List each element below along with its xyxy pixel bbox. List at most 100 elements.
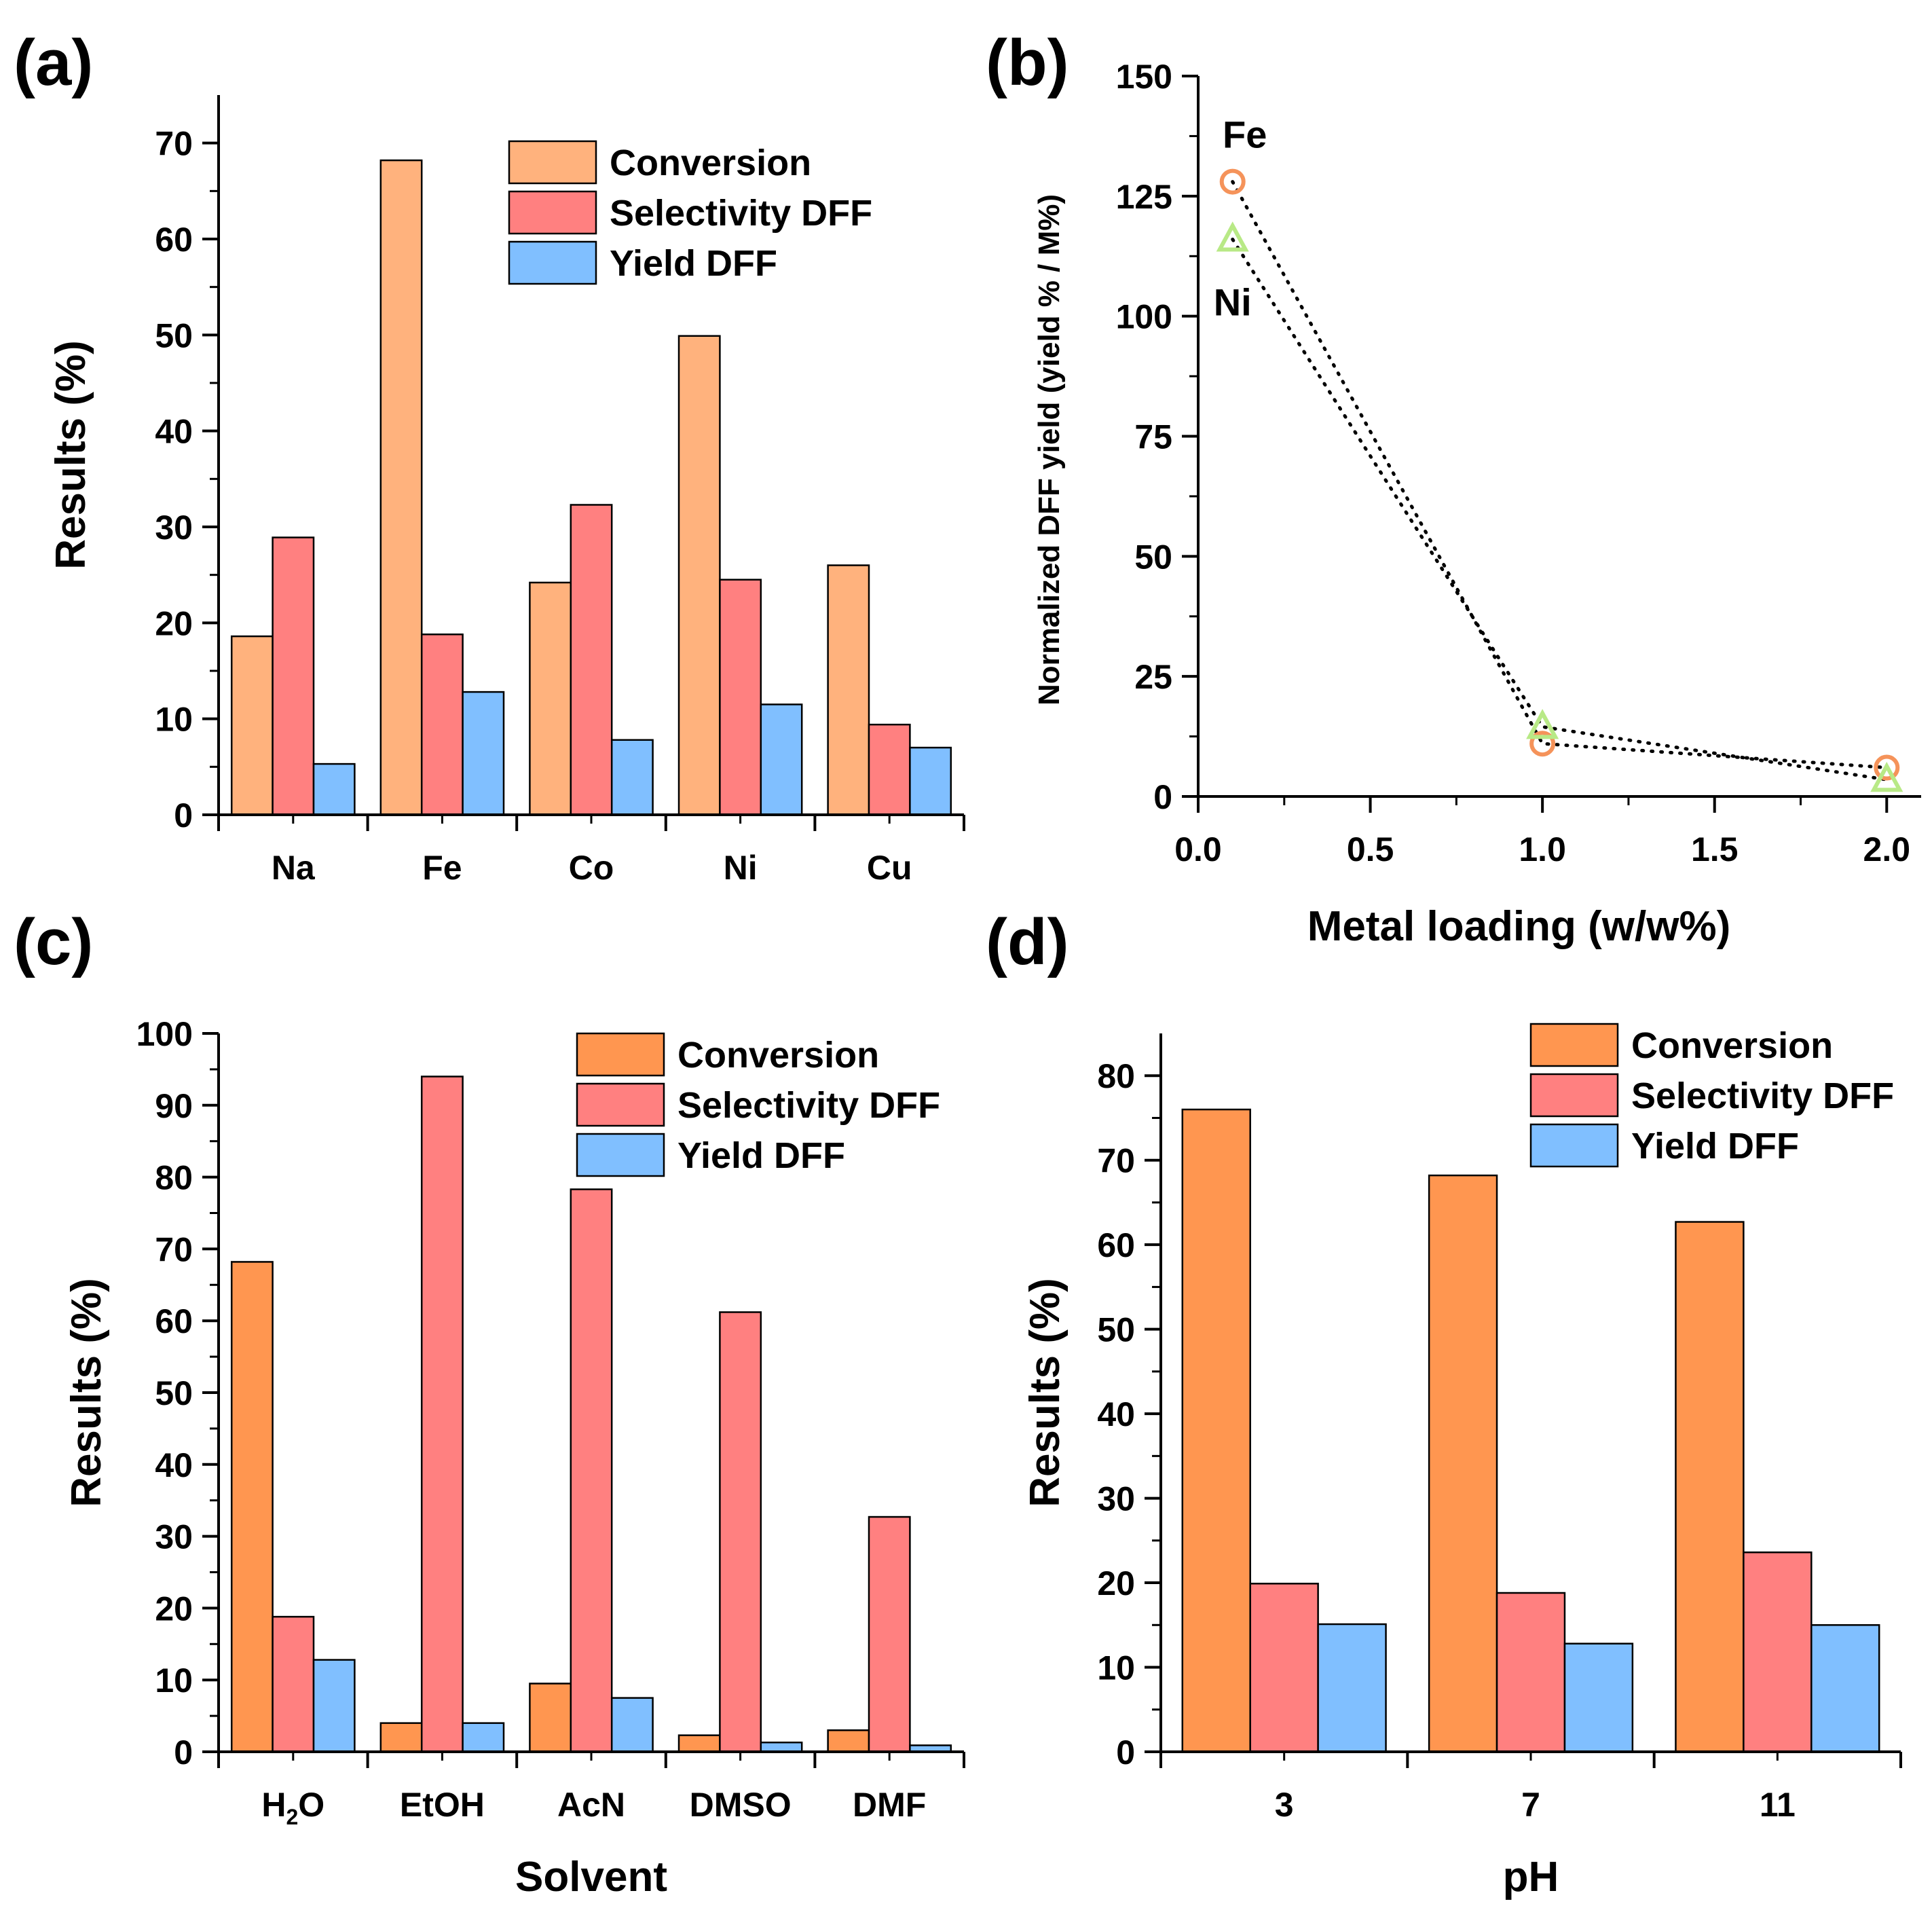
x-tick-label-acn: AcN <box>557 1786 625 1824</box>
bar-yield-dff-na <box>312 763 356 816</box>
y-tick-label-80: 80 <box>1097 1057 1135 1095</box>
point-ni-1 <box>1526 709 1559 739</box>
y-tick-label-40: 40 <box>155 1446 193 1484</box>
bar-conversion-11 <box>1675 1221 1745 1753</box>
bar-selectivity-dff-acn <box>570 1188 613 1753</box>
y-tick-label-90: 90 <box>155 1087 193 1125</box>
y-tick-label-50: 50 <box>1134 538 1172 576</box>
bar-selectivity-dff-cu <box>868 723 911 816</box>
bar-yield-dff-7 <box>1563 1642 1634 1753</box>
y-tick-label-80: 80 <box>155 1159 193 1197</box>
y-tick-label-0: 0 <box>174 1733 193 1771</box>
bar-selectivity-dff-3 <box>1249 1583 1319 1753</box>
bar-yield-dff-3 <box>1317 1623 1387 1753</box>
point-fe-1 <box>1529 731 1556 757</box>
annotation-fe: Fe <box>1223 113 1267 156</box>
bar-selectivity-dff-h2o <box>272 1615 315 1753</box>
bar-selectivity-dff-ni <box>719 578 762 816</box>
y-tick-label-0: 0 <box>174 796 193 834</box>
legend: Conversion Selectivity DFF Yield DFF <box>576 1032 940 1177</box>
bar-conversion-co <box>529 581 572 816</box>
bar-conversion-3 <box>1181 1108 1251 1753</box>
x-tick-label-etoh: EtOH <box>400 1786 485 1824</box>
bar-selectivity-dff-co <box>570 504 613 816</box>
y-tick-label-40: 40 <box>155 413 193 451</box>
x-tick-label-3: 3 <box>1275 1786 1294 1824</box>
point-ni-2 <box>1870 761 1903 792</box>
y-tick-label-70: 70 <box>155 1230 193 1268</box>
y-tick-label-20: 20 <box>155 1590 193 1628</box>
legend-swatch-yield-dff <box>508 240 597 285</box>
bar-yield-dff-cu <box>909 746 952 816</box>
bar-selectivity-dff-dmso <box>719 1311 762 1753</box>
y-axis-label: Results (%) <box>48 340 94 570</box>
bar-yield-dff-dmso <box>760 1741 803 1753</box>
y-tick-label-0: 0 <box>1153 778 1172 816</box>
bar-conversion-na <box>230 635 274 816</box>
legend-label-yield-dff: Yield DFF <box>677 1135 845 1176</box>
y-tick-label-20: 20 <box>155 604 193 642</box>
bar-conversion-etoh <box>379 1722 423 1753</box>
y-tick-label-30: 30 <box>1097 1480 1135 1518</box>
y-tick-label-50: 50 <box>155 316 193 354</box>
x-tick-label-cu: Cu <box>867 849 912 887</box>
annotation-ni: Ni <box>1214 280 1252 323</box>
x-axis-label: Metal loading (w/w%) <box>1307 903 1730 950</box>
y-tick-label-125: 125 <box>1116 178 1172 216</box>
x-tick-label-0: 0.0 <box>1174 830 1222 868</box>
y-tick-label-50: 50 <box>1097 1311 1135 1349</box>
legend: Conversion Selectivity DFF Yield DFF <box>1529 1023 1894 1168</box>
bar-conversion-7 <box>1428 1174 1498 1753</box>
x-tick-label-ni: Ni <box>724 849 758 887</box>
panel-label: (c) <box>14 906 93 978</box>
x-tick-label-2: 1.0 <box>1519 830 1566 868</box>
legend-swatch-yield-dff <box>576 1133 665 1177</box>
y-tick-label-150: 150 <box>1116 58 1172 96</box>
bar-yield-dff-co <box>610 739 654 816</box>
y-tick-label-30: 30 <box>155 509 193 547</box>
x-tick-label-1: 0.5 <box>1347 830 1394 868</box>
point-ni-0 <box>1216 221 1249 252</box>
legend-swatch-conversion <box>576 1032 665 1077</box>
legend-label-conversion: Conversion <box>610 143 811 183</box>
legend-swatch-selectivity-dff <box>576 1082 665 1127</box>
y-tick-label-60: 60 <box>1097 1226 1135 1264</box>
legend-swatch-conversion <box>1529 1023 1619 1067</box>
bar-conversion-fe <box>379 159 423 816</box>
legend-label-selectivity-dff: Selectivity DFF <box>1631 1076 1894 1116</box>
y-tick-label-20: 20 <box>1097 1564 1135 1602</box>
x-tick-label-11: 11 <box>1760 1786 1796 1824</box>
bar-selectivity-dff-dmf <box>868 1516 911 1753</box>
legend-label-conversion: Conversion <box>1631 1025 1833 1066</box>
bar-selectivity-dff-11 <box>1743 1551 1813 1753</box>
bar-conversion-dmso <box>677 1734 721 1753</box>
y-tick-label-100: 100 <box>136 1015 193 1053</box>
bar-yield-dff-11 <box>1810 1624 1880 1753</box>
y-axis-label: Results (%) <box>63 1278 110 1507</box>
x-tick-label-3: 1.5 <box>1691 830 1739 868</box>
y-tick-label-60: 60 <box>155 1302 193 1340</box>
bar-yield-dff-ni <box>760 703 803 816</box>
y-tick-label-30: 30 <box>155 1518 193 1556</box>
bar-selectivity-dff-etoh <box>420 1076 464 1753</box>
bar-conversion-ni <box>677 335 721 816</box>
legend-swatch-selectivity-dff <box>508 190 597 235</box>
y-tick-label-10: 10 <box>1097 1649 1135 1687</box>
x-tick-label-na: Na <box>272 849 316 887</box>
bar-yield-dff-etoh <box>462 1722 505 1753</box>
panel-a: (a) Na Fe Co Ni Cu 0 10 20 30 40 50 60 70 Results (%) C… <box>14 26 965 887</box>
y-tick-label-40: 40 <box>1097 1395 1135 1433</box>
y-tick-label-100: 100 <box>1116 298 1172 336</box>
y-tick-label-25: 25 <box>1134 658 1172 696</box>
x-axis-label: Solvent <box>515 1854 667 1900</box>
x-tick-label-7: 7 <box>1521 1786 1540 1824</box>
legend-swatch-yield-dff <box>1529 1123 1619 1168</box>
legend-swatch-conversion <box>508 140 597 185</box>
panel-label: (d) <box>986 906 1069 978</box>
x-tick-label-co: Co <box>569 849 614 887</box>
point-fe-2 <box>1874 754 1900 781</box>
legend-label-yield-dff: Yield DFF <box>1631 1126 1799 1167</box>
y-tick-label-0: 0 <box>1116 1733 1135 1771</box>
legend-label-selectivity-dff: Selectivity DFF <box>677 1085 940 1126</box>
